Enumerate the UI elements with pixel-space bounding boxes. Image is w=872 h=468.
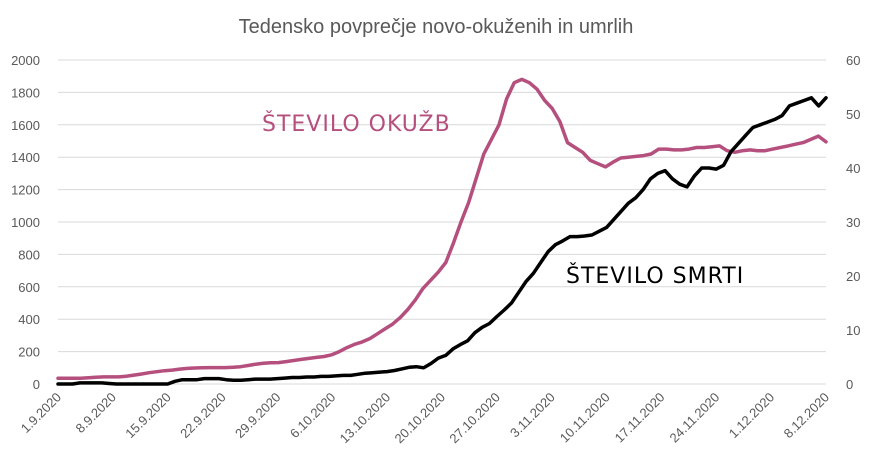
x-tick-label: 15.9.2020 [122, 390, 174, 442]
y-left-tick-label: 600 [18, 280, 40, 295]
x-tick-label: 1.9.2020 [18, 390, 64, 436]
series-label-infections: ŠTEVILO OKUŽB [262, 111, 451, 137]
x-tick-label: 10.11.2020 [557, 390, 613, 446]
y-right-tick-label: 40 [846, 161, 860, 176]
y-left-tick-label: 2000 [11, 53, 40, 68]
series-line-infections [56, 77, 828, 381]
y-right-tick-label: 60 [846, 53, 860, 68]
y-left-tick-label: 400 [18, 312, 40, 327]
y-left-tick-label: 800 [18, 247, 40, 262]
y-left-tick-label: 1400 [11, 150, 40, 165]
y-right-tick-label: 30 [846, 215, 860, 230]
y-right-tick-label: 10 [846, 323, 860, 338]
y-left-tick-label: 0 [33, 377, 40, 392]
series-label-deaths: ŠTEVILO SMRTI [566, 263, 744, 289]
x-tick-label: 6.10.2020 [287, 390, 339, 442]
y-left-tick-label: 1600 [11, 118, 40, 133]
x-tick-label: 29.9.2020 [232, 390, 284, 442]
x-tick-label: 20.10.2020 [391, 390, 448, 447]
y-left-tick-label: 200 [18, 345, 40, 360]
series-line-deaths [56, 96, 828, 386]
x-tick-label: 17.11.2020 [612, 390, 668, 446]
y-right-tick-label: 50 [846, 107, 860, 122]
x-tick-label: 24.11.2020 [666, 390, 722, 446]
y-left-tick-label: 1000 [11, 215, 40, 230]
x-tick-label: 8.12.2020 [781, 390, 833, 442]
y-left-tick-label: 1200 [11, 183, 40, 198]
y-left-tick-label: 1800 [11, 85, 40, 100]
x-tick-label: 1.12.2020 [726, 390, 778, 442]
x-tick-label: 27.10.2020 [446, 390, 503, 447]
x-tick-label: 22.9.2020 [177, 390, 229, 442]
chart-title: Tedensko povprečje novo-okuženih in umrl… [239, 16, 634, 38]
y-right-tick-label: 0 [846, 377, 853, 392]
x-tick-label: 3.11.2020 [507, 390, 558, 441]
x-tick-label: 8.9.2020 [73, 390, 119, 436]
x-tick-label: 13.10.2020 [337, 390, 394, 447]
y-right-tick-label: 20 [846, 269, 860, 284]
